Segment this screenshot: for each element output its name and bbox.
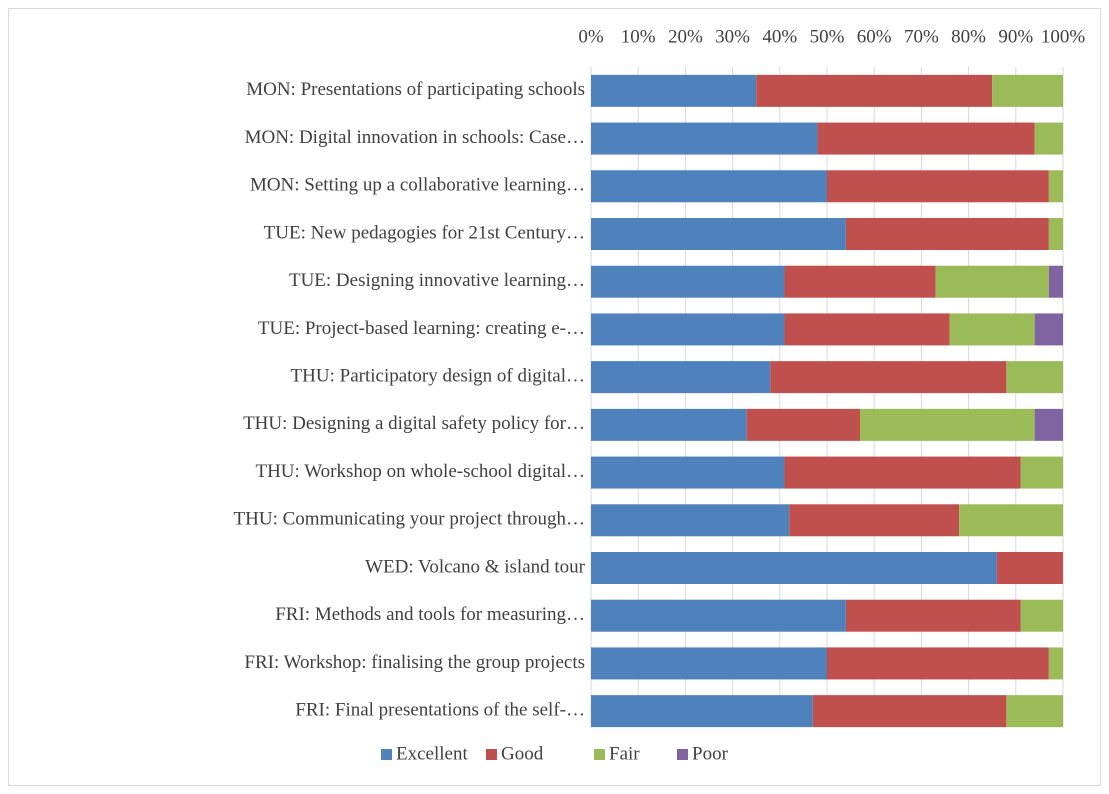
x-tick-label: 30% (715, 26, 750, 47)
bar-segment (591, 122, 818, 155)
category-label: THU: Communicating your project through… (234, 509, 585, 530)
bar-segment (996, 552, 1063, 584)
bar-segment (845, 599, 1021, 632)
bar-segment (935, 265, 1049, 298)
bar-segment (1048, 265, 1063, 298)
bar-segment (770, 361, 1007, 394)
category-label: FRI: Workshop: finalising the group proj… (244, 652, 585, 673)
x-tick-label: 60% (857, 26, 892, 47)
category-label: MON: Presentations of participating scho… (246, 79, 585, 100)
bar-segment (591, 695, 813, 728)
bar-segment (1048, 170, 1063, 203)
category-label: MON: Digital innovation in schools: Case… (245, 127, 585, 148)
category-label: TUE: Designing innovative learning… (289, 270, 585, 291)
bar-segment (784, 265, 936, 298)
category-label: TUE: New pedagogies for 21st Century… (264, 222, 585, 243)
bar-segment (1034, 122, 1063, 155)
category-label: THU: Participatory design of digital… (291, 366, 585, 387)
legend-swatch (677, 749, 688, 760)
x-tick-label: 40% (762, 26, 797, 47)
bar-segment (591, 599, 846, 632)
x-tick-label: 20% (668, 26, 703, 47)
bar-segment (591, 361, 771, 394)
bar-segment (1020, 599, 1063, 632)
bar-segment (1006, 695, 1063, 728)
x-tick-label: 50% (810, 26, 845, 47)
legend-label: Good (501, 743, 544, 764)
legend-label: Excellent (396, 743, 468, 764)
category-label: WED: Volcano & island tour (365, 556, 586, 577)
x-tick-label: 70% (904, 26, 939, 47)
bar-segment (1034, 408, 1063, 441)
bar-segment (812, 695, 1007, 728)
bar-segment (949, 313, 1035, 346)
bar-segment (591, 647, 827, 680)
bar-segment (591, 265, 785, 298)
bar-segment (845, 218, 1049, 250)
bar-segment (591, 456, 785, 489)
bar-segment (591, 218, 846, 250)
legend-label: Poor (692, 743, 729, 764)
x-tick-label: 80% (951, 26, 986, 47)
x-tick-label: 0% (578, 26, 604, 47)
category-label: TUE: Project-based learning: creating e-… (258, 318, 585, 339)
bar-segment (784, 456, 1021, 489)
bar-segment (1020, 456, 1063, 489)
category-label: FRI: Final presentations of the self-… (295, 700, 585, 721)
bar-segment (1006, 361, 1063, 394)
bar-segment (1034, 313, 1063, 346)
bar-segment (591, 313, 785, 346)
legend-swatch (381, 749, 392, 760)
bar-segment (992, 74, 1063, 107)
category-label: FRI: Methods and tools for measuring… (275, 604, 585, 625)
x-tick-label: 100% (1041, 26, 1086, 47)
bar-segment (784, 313, 950, 346)
legend-swatch (486, 749, 497, 760)
bar-segment (1048, 218, 1063, 250)
bar-segment (591, 74, 757, 107)
bar-segment (1048, 647, 1063, 680)
bar-segment (959, 504, 1063, 537)
category-label: THU: Designing a digital safety policy f… (243, 413, 585, 434)
bar-segment (746, 408, 861, 441)
legend-swatch (594, 749, 605, 760)
bar-segment (591, 408, 747, 441)
bar-segment (827, 170, 1049, 203)
bar-segment (591, 552, 997, 584)
bar-segment (817, 122, 1035, 155)
x-tick-label: 90% (998, 26, 1033, 47)
category-label: THU: Workshop on whole-school digital… (255, 461, 585, 482)
bar-segment (860, 408, 1035, 441)
category-label: MON: Setting up a collaborative learning… (250, 175, 585, 196)
x-tick-label: 10% (621, 26, 656, 47)
bar-segment (591, 504, 790, 537)
bar-segment (827, 647, 1049, 680)
bar-segment (789, 504, 960, 537)
bar-segment (591, 170, 827, 203)
legend-label: Fair (609, 743, 640, 764)
bar-segment (756, 74, 993, 107)
